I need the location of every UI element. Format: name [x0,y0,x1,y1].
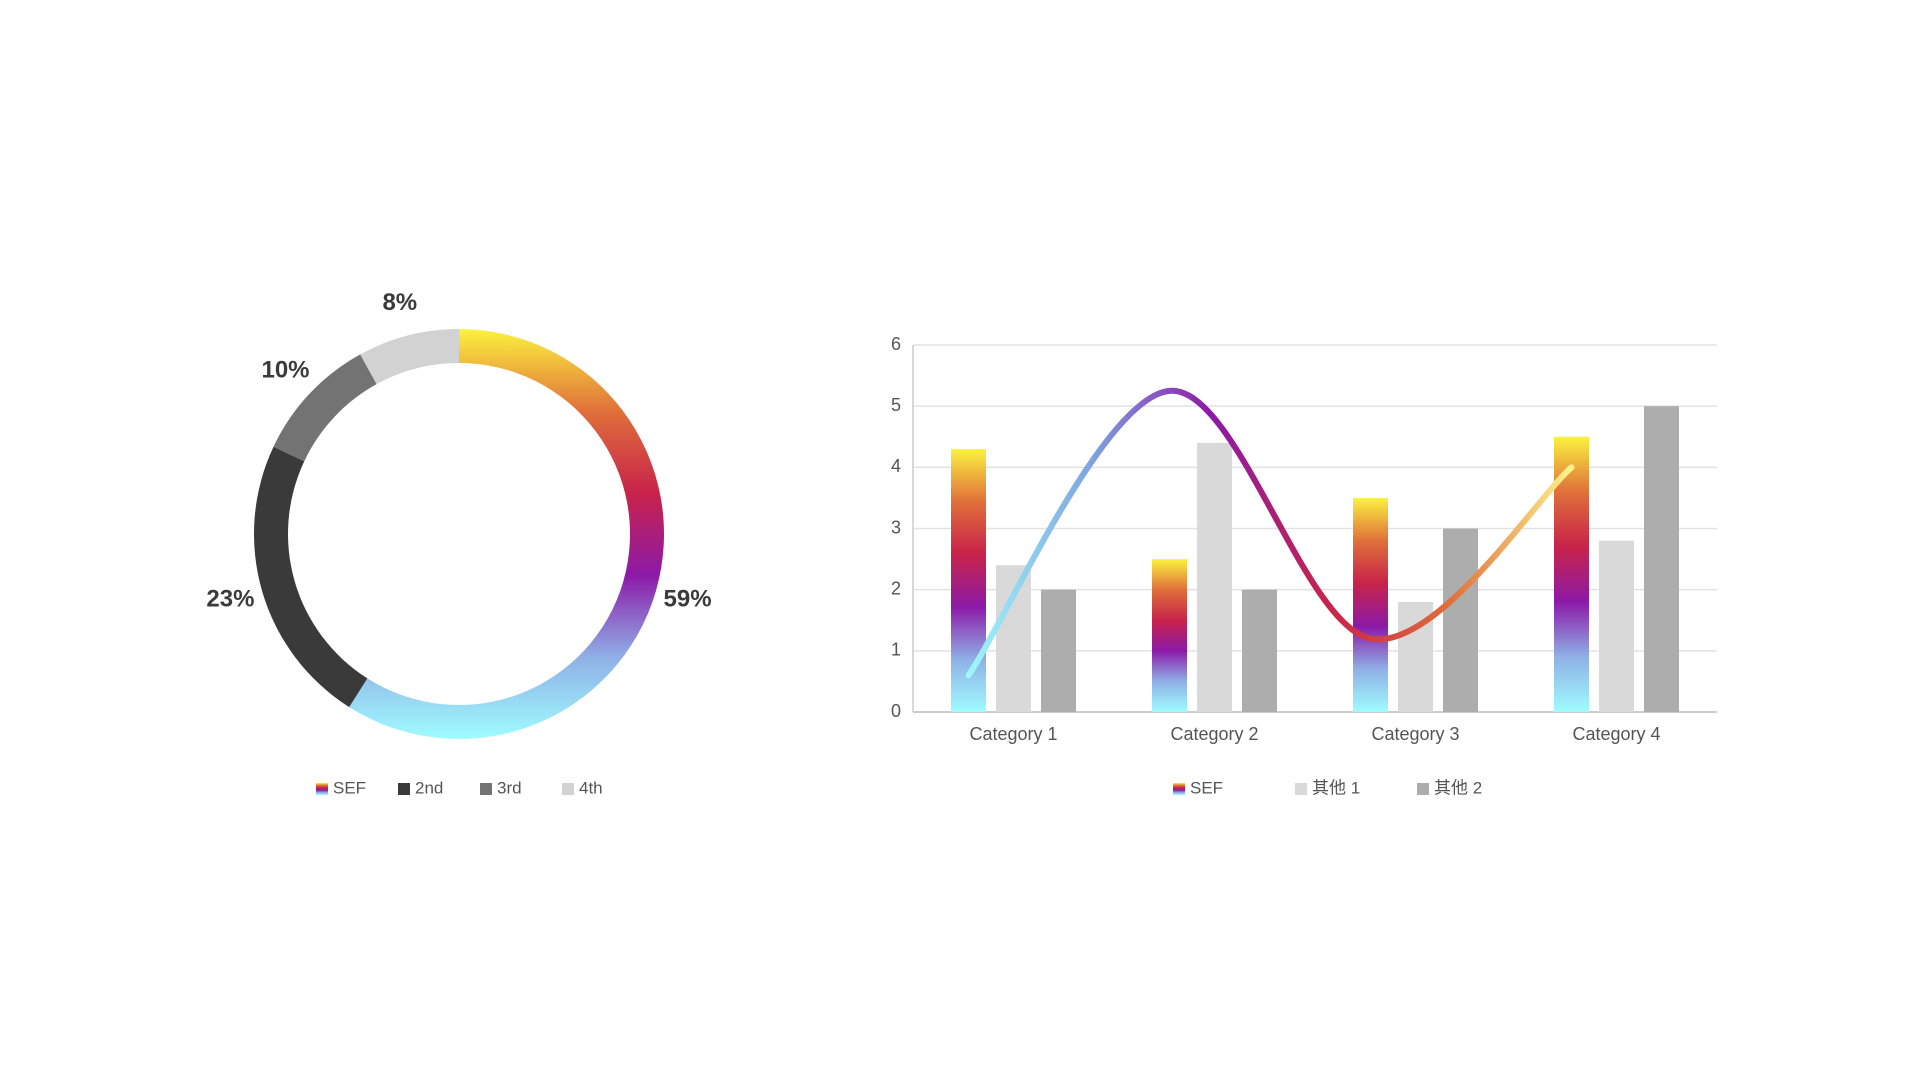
y-tick-label: 1 [891,640,901,660]
legend-swatch [316,783,328,795]
legend-swatch [398,783,410,795]
x-tick-label: Category 2 [1170,724,1258,744]
bar [1041,589,1076,712]
legend-label: 4th [579,778,603,797]
legend-swatch [480,783,492,795]
legend-label: 3rd [497,778,522,797]
bar [1152,559,1187,712]
legend-swatch [1295,783,1307,795]
x-tick-label: Category 3 [1371,724,1459,744]
legend-label: 其他 1 [1312,778,1360,797]
x-tick-label: Category 4 [1572,724,1660,744]
y-tick-label: 4 [891,456,901,476]
y-tick-label: 2 [891,578,901,598]
bar [1599,540,1634,712]
bar [1443,528,1478,712]
data-label: 10% [261,356,309,383]
data-label: 59% [664,586,712,613]
y-tick-label: 0 [891,701,901,721]
legend-swatch [1417,783,1429,795]
legend-label: 2nd [415,778,443,797]
legend-label: 其他 2 [1434,778,1482,797]
data-label: 23% [206,586,254,613]
donut-segment [360,329,459,385]
x-tick-label: Category 1 [969,724,1057,744]
y-tick-label: 3 [891,517,901,537]
bar [951,448,986,712]
y-tick-label: 5 [891,395,901,415]
bar [1353,497,1388,712]
y-tick-label: 6 [891,334,901,354]
legend-swatch [562,783,574,795]
line [965,387,1575,679]
bar [1197,442,1232,712]
legend-swatch [1173,783,1185,795]
bar [1242,589,1277,712]
donut-segment [254,446,368,708]
donut-segment [349,329,665,739]
data-label: 8% [382,289,417,316]
legend-label: SEF [333,778,366,797]
bar [996,565,1031,712]
donut-segment [273,354,377,462]
legend-label: SEF [1190,778,1223,797]
bar [1644,406,1679,712]
